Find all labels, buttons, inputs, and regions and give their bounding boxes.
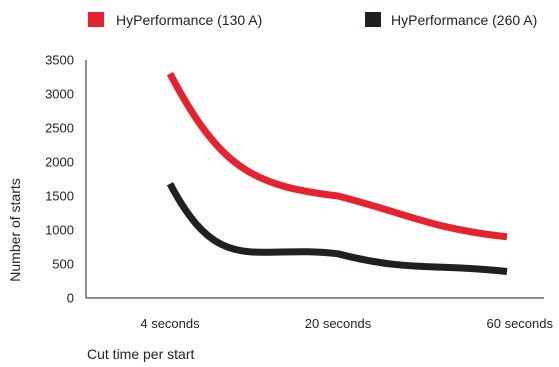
y-tick-label: 1000	[45, 223, 74, 238]
y-tick-label: 0	[67, 291, 74, 306]
series-line-1	[166, 182, 508, 275]
x-tick-label: 20 seconds	[305, 316, 372, 331]
x-tick-labels: 4 seconds 20 seconds 60 seconds	[140, 316, 553, 331]
series-line-0	[166, 71, 508, 241]
y-tick-label: 1500	[45, 189, 74, 204]
legend-swatch-260a	[365, 12, 381, 27]
y-axis-title: Number of starts	[7, 178, 23, 281]
y-tick-label: 500	[52, 257, 74, 272]
y-tick-label: 3500	[45, 53, 74, 68]
legend-swatch-130a	[88, 12, 104, 27]
y-tick-label: 2500	[45, 121, 74, 136]
legend-label-260a: HyPerformance (260 A)	[391, 12, 537, 28]
legend-label-130a: HyPerformance (130 A)	[116, 12, 262, 28]
y-tick-labels: 0 500 1000 1500 2000 2500 3000 3500	[45, 53, 74, 306]
legend: HyPerformance (130 A) HyPerformance (260…	[88, 12, 537, 28]
series-layer	[166, 71, 508, 275]
x-tick-label: 4 seconds	[140, 316, 200, 331]
x-axis-title: Cut time per start	[87, 346, 194, 362]
y-tick-label: 3000	[45, 87, 74, 102]
x-tick-label: 60 seconds	[487, 316, 554, 331]
y-tick-label: 2000	[45, 155, 74, 170]
